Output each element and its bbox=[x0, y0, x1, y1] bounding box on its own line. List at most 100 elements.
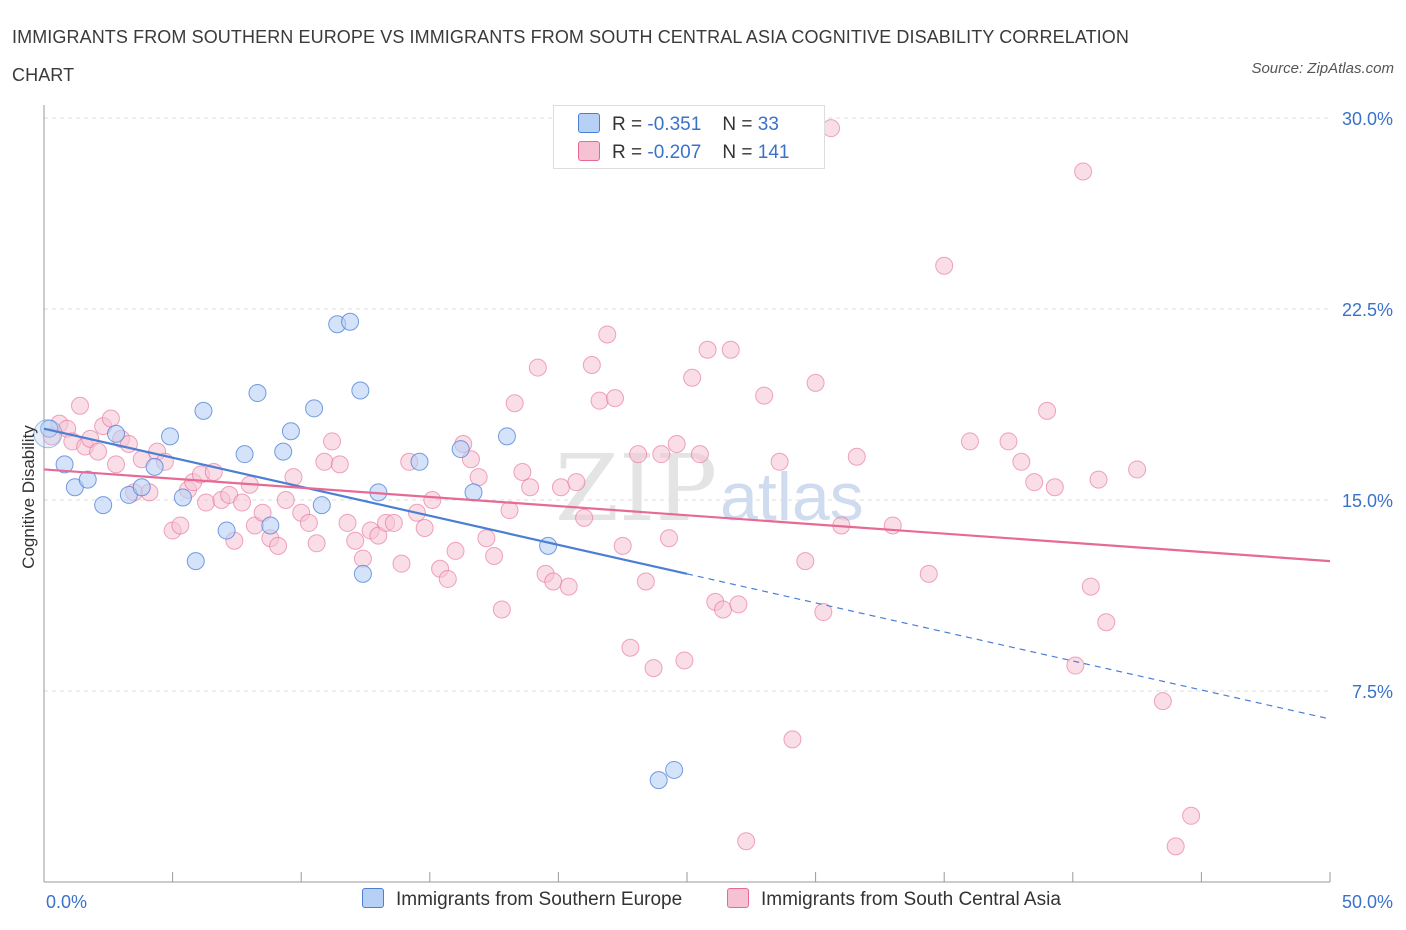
y-tick-label: 7.5% bbox=[1352, 682, 1393, 702]
data-point-southern-europe bbox=[341, 312, 360, 331]
trend-line-southern-europe bbox=[43, 427, 688, 575]
data-point-southern-europe bbox=[261, 516, 280, 535]
data-point-south-central-asia bbox=[446, 541, 465, 560]
data-point-southern-europe bbox=[55, 455, 74, 474]
data-point-south-central-asia bbox=[652, 445, 671, 464]
data-point-southern-europe bbox=[281, 422, 300, 441]
bottom-legend-swatch-blue bbox=[362, 888, 384, 908]
data-point-south-central-asia bbox=[755, 386, 774, 405]
data-point-south-central-asia bbox=[999, 432, 1018, 451]
data-point-south-central-asia bbox=[1128, 460, 1147, 479]
data-point-south-central-asia bbox=[1153, 692, 1172, 711]
data-point-southern-europe bbox=[539, 536, 558, 555]
axes bbox=[43, 105, 1331, 883]
bottom-legend-swatch-pink bbox=[727, 888, 749, 908]
data-point-south-central-asia bbox=[521, 478, 540, 497]
data-point-south-central-asia bbox=[590, 391, 609, 410]
data-point-south-central-asia bbox=[919, 564, 938, 583]
data-point-southern-europe bbox=[217, 521, 236, 540]
data-point-south-central-asia bbox=[575, 508, 594, 527]
bottom-legend-label-blue: Immigrants from Southern Europe bbox=[396, 889, 683, 910]
data-point-south-central-asia bbox=[1166, 837, 1185, 856]
data-point-south-central-asia bbox=[107, 455, 126, 474]
data-point-south-central-asia bbox=[485, 547, 504, 566]
x-tick-label-max: 50.0% bbox=[1342, 892, 1393, 912]
data-point-south-central-asia bbox=[438, 569, 457, 588]
data-point-southern-europe bbox=[464, 483, 483, 502]
data-point-south-central-asia bbox=[1089, 470, 1108, 489]
source-label: Source: ZipAtlas.com bbox=[1251, 60, 1394, 77]
data-point-south-central-asia bbox=[935, 256, 954, 275]
data-point-south-central-asia bbox=[197, 493, 216, 512]
data-point-southern-europe bbox=[173, 488, 192, 507]
data-point-south-central-asia bbox=[814, 603, 833, 622]
data-point-south-central-asia bbox=[721, 340, 740, 359]
legend-row-pink: R = -0.207 N = 141 bbox=[578, 141, 789, 167]
data-point-southern-europe bbox=[235, 445, 254, 464]
data-point-southern-europe bbox=[410, 452, 429, 471]
data-point-south-central-asia bbox=[1097, 613, 1116, 632]
data-point-south-central-asia bbox=[605, 389, 624, 408]
trend-line-southern-europe-extension bbox=[686, 573, 1331, 720]
data-point-southern-europe bbox=[351, 381, 370, 400]
data-point-south-central-asia bbox=[613, 536, 632, 555]
data-point-southern-europe bbox=[305, 399, 324, 418]
data-point-south-central-asia bbox=[770, 452, 789, 471]
data-point-south-central-asia bbox=[729, 595, 748, 614]
data-point-southern-europe bbox=[248, 384, 267, 403]
y-tick-label: 22.5% bbox=[1342, 300, 1393, 320]
x-tick-label-min: 0.0% bbox=[46, 892, 87, 912]
data-point-south-central-asia bbox=[629, 445, 648, 464]
data-point-south-central-asia bbox=[171, 516, 190, 535]
data-point-south-central-asia bbox=[675, 651, 694, 670]
data-point-south-central-asia bbox=[353, 549, 372, 568]
data-point-south-central-asia bbox=[299, 513, 318, 532]
legend-row-blue: R = -0.351 N = 33 bbox=[578, 113, 779, 139]
data-point-south-central-asia bbox=[276, 491, 295, 509]
data-point-south-central-asia bbox=[1066, 656, 1085, 675]
data-point-south-central-asia bbox=[567, 473, 586, 492]
trend-line-south-central-asia bbox=[43, 468, 1331, 563]
data-point-south-central-asia bbox=[783, 730, 802, 749]
data-point-south-central-asia bbox=[233, 493, 252, 512]
data-point-southern-europe bbox=[194, 401, 213, 420]
legend-swatch-blue bbox=[578, 113, 600, 133]
data-point-south-central-asia bbox=[1074, 162, 1093, 181]
data-point-south-central-asia bbox=[714, 600, 733, 619]
data-point-southern-europe bbox=[274, 442, 293, 461]
chart-title: IMMIGRANTS FROM SOUTHERN EUROPE VS IMMIG… bbox=[12, 27, 1129, 85]
legend-r-value: -0.207 bbox=[647, 142, 702, 163]
data-point-southern-europe bbox=[161, 427, 180, 446]
data-point-southern-europe bbox=[451, 440, 470, 459]
data-point-south-central-asia bbox=[559, 577, 578, 596]
data-point-south-central-asia bbox=[1045, 478, 1064, 497]
data-point-cluster bbox=[33, 419, 63, 449]
tick-labels: 7.5% 15.0% 22.5% 30.0% 0.0% 50.0% bbox=[46, 109, 1393, 912]
data-point-south-central-asia bbox=[636, 572, 655, 591]
data-point-south-central-asia bbox=[737, 832, 756, 851]
data-point-south-central-asia bbox=[469, 468, 488, 487]
data-point-south-central-asia bbox=[513, 462, 532, 481]
data-point-south-central-asia bbox=[384, 513, 403, 532]
data-point-south-central-asia bbox=[598, 325, 617, 344]
data-point-southern-europe bbox=[312, 496, 331, 515]
trend-lines bbox=[43, 427, 1331, 720]
data-point-southern-europe bbox=[649, 771, 668, 790]
data-point-southern-europe bbox=[353, 564, 372, 583]
data-point-south-central-asia bbox=[544, 572, 563, 591]
data-point-south-central-asia bbox=[644, 659, 663, 678]
data-point-south-central-asia bbox=[492, 600, 511, 619]
data-point-south-central-asia bbox=[323, 432, 342, 451]
legend-swatch-pink bbox=[578, 141, 600, 161]
data-point-south-central-asia bbox=[505, 394, 524, 413]
legend-n-value: 141 bbox=[757, 142, 790, 163]
data-point-south-central-asia bbox=[1182, 806, 1201, 825]
data-point-south-central-asia bbox=[1025, 473, 1044, 492]
bottom-legend-pink: Immigrants from South Central Asia bbox=[727, 888, 1061, 911]
data-point-south-central-asia bbox=[690, 445, 709, 464]
data-point-south-central-asia bbox=[806, 373, 825, 392]
legend-n-value: 33 bbox=[757, 114, 779, 135]
data-point-southern-europe bbox=[497, 427, 516, 446]
data-point-southern-europe bbox=[186, 552, 205, 571]
